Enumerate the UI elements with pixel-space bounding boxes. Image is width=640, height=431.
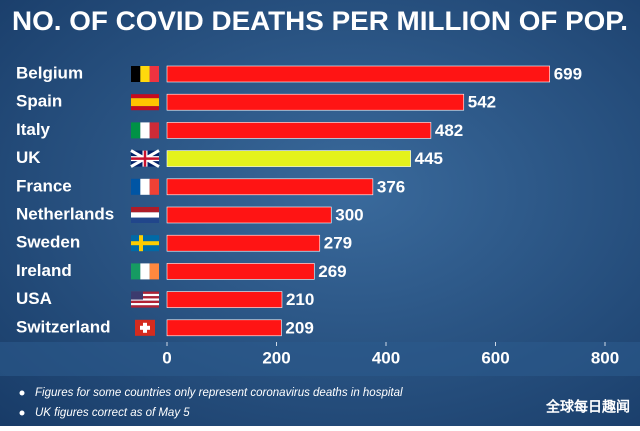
bullet [19,410,25,416]
watermark: 全球每日趣闻 [545,399,630,415]
flag [131,207,159,213]
bar [166,93,465,111]
flag [131,66,141,82]
value-label: 445 [415,149,443,168]
bar [166,291,283,308]
bar [166,234,321,252]
value-label: 699 [554,64,582,83]
flag [131,293,159,297]
flag [149,122,159,139]
bar [166,122,432,139]
y-tick-label: Ireland [16,261,72,280]
flag [131,291,159,294]
flag [131,122,141,139]
bar [166,178,374,196]
y-tick-label: UK [16,148,41,167]
flag [131,303,159,306]
flag [131,241,159,246]
flag [131,305,159,308]
flag [131,217,159,223]
value-label: 376 [377,177,405,196]
x-tick-label: 800 [591,348,619,367]
flag [149,66,159,82]
y-tick-label: Spain [16,92,62,111]
flag [131,263,141,280]
x-tick-label: 0 [162,348,171,367]
flag [131,94,159,99]
bar [166,206,332,224]
bullet [19,390,25,396]
bar [166,65,551,83]
flag [149,178,159,195]
x-tick-label: 400 [372,348,400,367]
flag [140,325,150,330]
flag [131,291,143,300]
flag [140,66,150,82]
y-tick-label: France [16,176,72,195]
flag [131,298,159,301]
value-label: 269 [318,262,346,281]
footnote: Figures for some countries only represen… [35,387,403,399]
value-label: 209 [285,318,313,337]
value-label: 482 [435,121,463,140]
y-tick-label: Belgium [16,63,83,82]
bar [166,263,315,280]
y-tick-label: Sweden [16,233,80,252]
value-label: 279 [324,234,352,253]
value-label: 542 [468,93,496,112]
flag [140,178,150,195]
axis-band [0,342,640,376]
x-tick-label: 200 [262,348,290,367]
flag [149,263,159,280]
flag [131,106,159,111]
chart-title: NO. OF COVID DEATHS PER MILLION OF POP. [12,6,628,36]
flag [131,296,159,299]
y-tick-label: Italy [16,120,51,139]
y-tick-label: Netherlands [16,204,114,223]
x-tick-label: 600 [481,348,509,367]
y-tick-label: Switzerland [16,317,110,336]
flag [139,235,143,252]
flag [140,122,150,139]
y-tick-label: USA [16,289,52,308]
value-label: 210 [286,290,314,309]
flag [131,178,141,195]
flag [131,300,159,304]
bar [166,319,282,337]
flag [131,98,159,107]
bar [166,150,411,167]
flag [140,263,150,280]
footnote: UK figures correct as of May 5 [35,407,190,419]
flag [131,212,159,218]
value-label: 300 [335,205,363,224]
flag [131,150,159,167]
